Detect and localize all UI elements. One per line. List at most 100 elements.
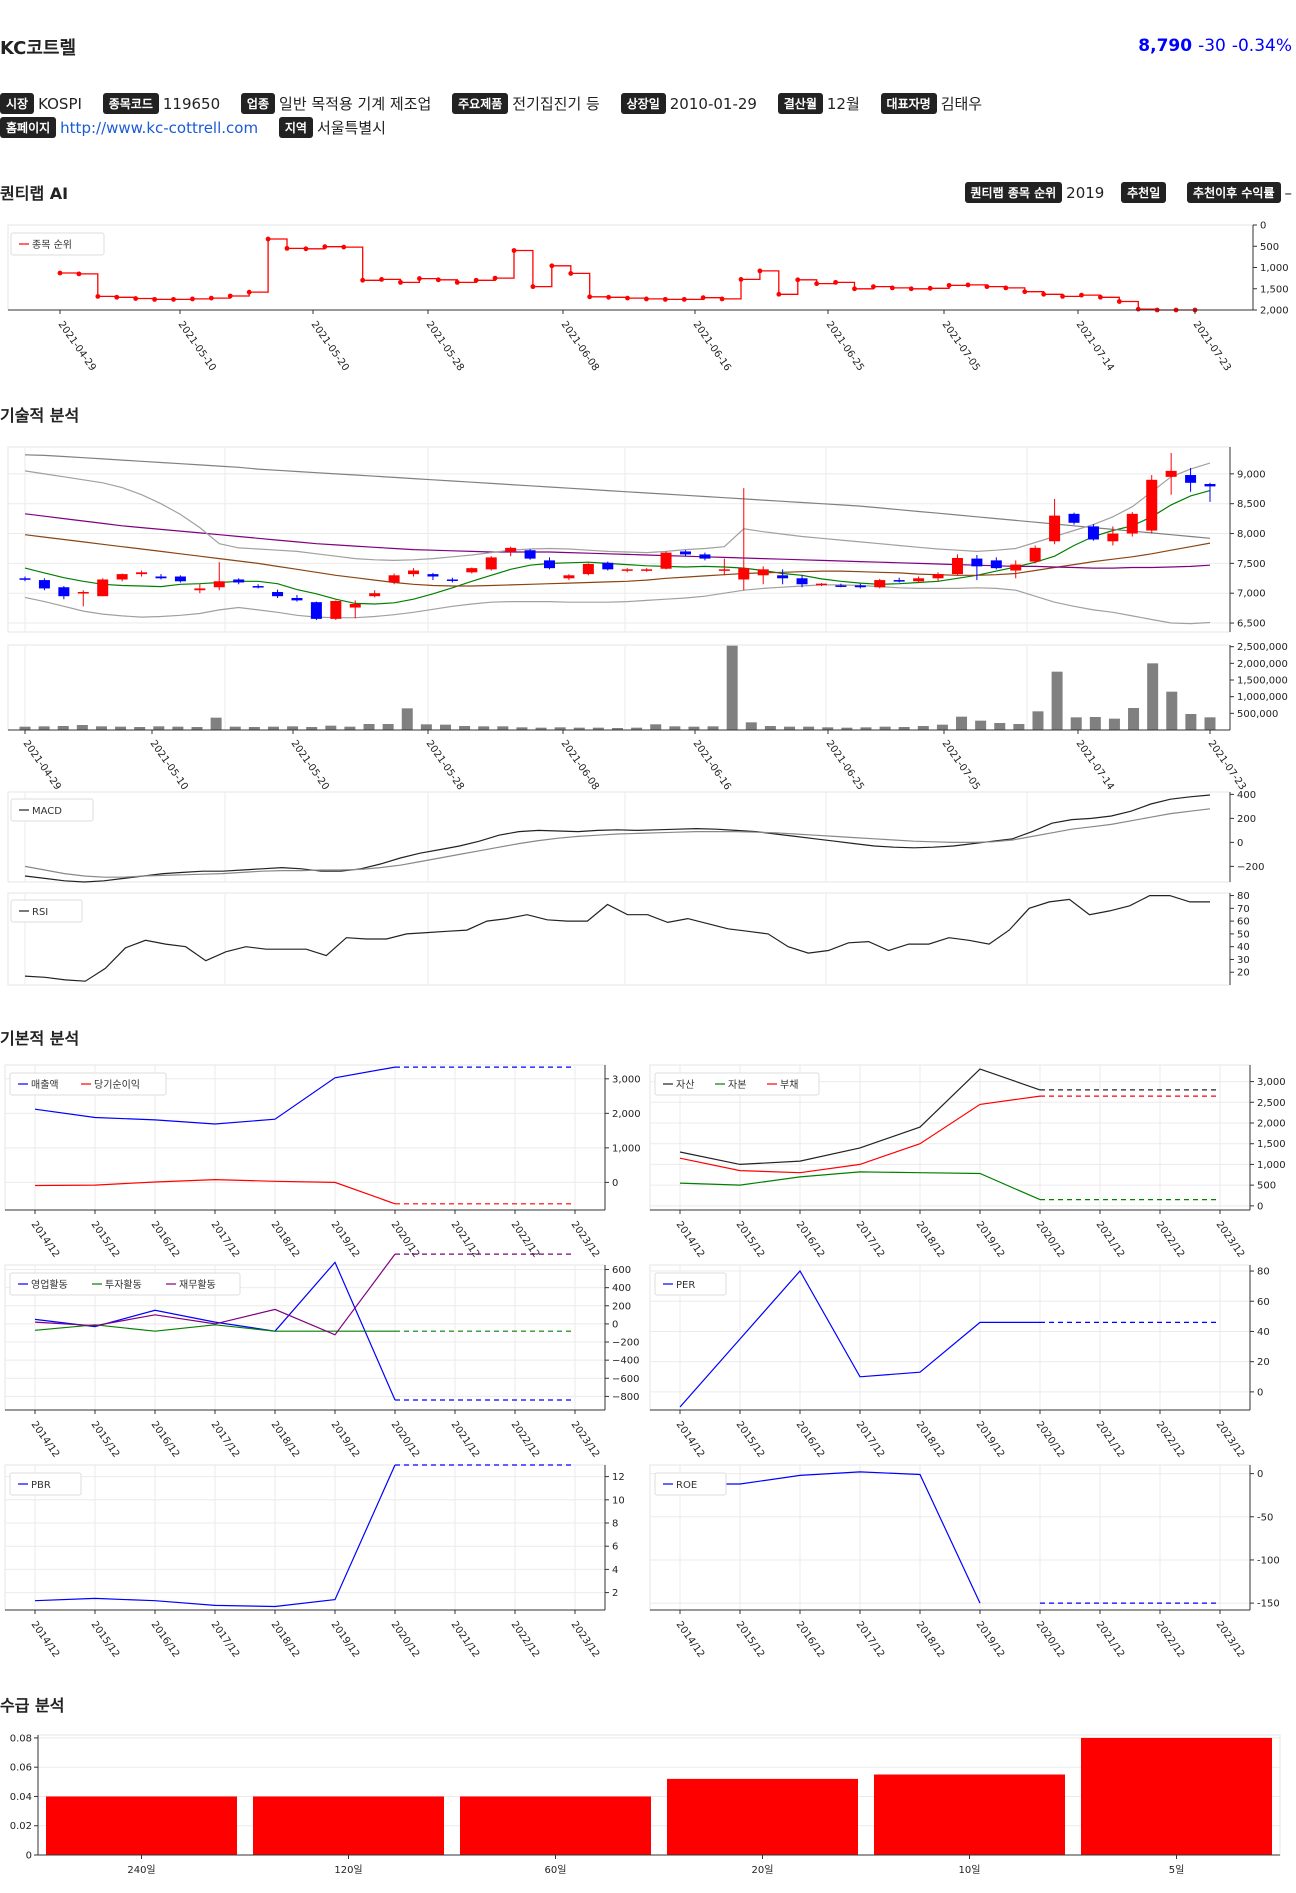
rank-point (208, 295, 214, 301)
price-tick-label: 6,500 (1237, 619, 1266, 630)
volume-bar (363, 724, 375, 730)
candle-body (815, 583, 827, 586)
candle-body (505, 547, 517, 552)
volume-x-label: 2021-07-23 (1206, 738, 1248, 792)
rank-x-label: 2021-06-08 (559, 319, 601, 373)
balance-x-label: 2021/12 (1094, 1219, 1127, 1259)
candle-body (38, 580, 50, 589)
candle-body (291, 597, 303, 601)
price-tick-label: 8,000 (1237, 529, 1266, 540)
rank-point (360, 277, 366, 283)
rank-point (871, 284, 876, 290)
sales-x-label: 2018/12 (269, 1219, 302, 1259)
balance-x-label: 2023/12 (1214, 1219, 1247, 1259)
roe-x-label: 2017/12 (854, 1619, 887, 1659)
rank-x-label: 2021-05-10 (176, 319, 218, 373)
volume-bar (287, 726, 299, 730)
volume-bar (994, 723, 1006, 730)
balance-tick-label: 3,000 (1257, 1077, 1286, 1088)
industry-value: 일반 목적용 기계 제조업 (279, 95, 432, 113)
roe-tick-label: -150 (1257, 1599, 1280, 1610)
rank-x-label: 2021-04-29 (56, 319, 98, 373)
rank-frame (7, 224, 1254, 311)
rank-point (398, 279, 403, 285)
rsi-tick-label: 50 (1237, 929, 1250, 940)
volume-bar (306, 727, 318, 730)
info-row-2: 홈페이지 http://www.kc-cottrell.com 지역 서울특별시 (0, 117, 402, 138)
per-tick-label: 0 (1257, 1387, 1263, 1398)
volume-bar (382, 724, 394, 730)
volume-bar (57, 726, 69, 730)
rank-point (681, 296, 687, 302)
volume-bar (401, 708, 413, 730)
volume-bar (1204, 717, 1216, 730)
homepage-link[interactable]: http://www.kc-cottrell.com (60, 119, 259, 137)
flow-bar (46, 1796, 237, 1855)
candle-body (1010, 564, 1022, 571)
rank-point (76, 271, 82, 277)
per-legend-label: PER (676, 1280, 695, 1291)
balance-x-label: 2017/12 (854, 1219, 887, 1259)
cashflow-tick-label: −800 (612, 1392, 639, 1403)
candle-body (1087, 526, 1099, 540)
volume-bar (726, 645, 738, 730)
rank-point (965, 282, 971, 288)
candle-body (1126, 513, 1138, 534)
candle-body (602, 562, 614, 570)
volume-bar (975, 720, 987, 730)
pbr-x-label: 2021/12 (449, 1619, 482, 1659)
rank-point (454, 279, 460, 285)
roe-x-label: 2022/12 (1154, 1619, 1187, 1659)
roe-x-label: 2015/12 (734, 1619, 767, 1659)
candle-body (427, 574, 439, 577)
cashflow-tick-label: −200 (612, 1338, 639, 1349)
volume-x-label: 2021-06-25 (824, 738, 866, 792)
volume-tick-label: 500,000 (1237, 709, 1278, 720)
candle-body (699, 554, 711, 559)
candle-body (233, 579, 245, 583)
price-tick-label: 8,500 (1237, 499, 1266, 510)
volume-bar (115, 726, 127, 730)
volume-x-label: 2021-06-16 (691, 738, 733, 792)
candle-body (1068, 513, 1080, 523)
volume-bar (248, 727, 260, 730)
volume-bar (650, 724, 662, 730)
rank-legend-label: 종목 순위 (32, 238, 72, 251)
rank-point (152, 296, 157, 302)
rank-point (1060, 294, 1065, 299)
roe-x-label: 2014/12 (674, 1619, 707, 1659)
candle-body (252, 586, 264, 588)
candle-body (544, 560, 556, 569)
volume-bar (573, 727, 585, 730)
candle-body (582, 563, 594, 575)
roe-x-label: 2020/12 (1034, 1619, 1067, 1659)
rank-point (492, 275, 498, 281)
roe-x-label: 2023/12 (1214, 1619, 1247, 1659)
pbr-x-label: 2017/12 (209, 1619, 242, 1659)
rank-point (114, 294, 120, 300)
volume-bar (898, 727, 910, 730)
rank-point (889, 285, 895, 291)
rsi-line (24, 894, 1210, 982)
candle-body (485, 557, 497, 570)
cashflow-x-label: 2014/12 (29, 1419, 62, 1459)
volume-bar (784, 726, 796, 730)
candle-body (757, 569, 769, 576)
sales-series-line (34, 1178, 396, 1205)
volume-bar (478, 726, 490, 730)
pbr-x-label: 2022/12 (509, 1619, 542, 1659)
volume-bar (439, 724, 451, 730)
candle-body (19, 578, 31, 580)
candle-body (738, 568, 750, 580)
rank-point (927, 285, 933, 291)
candle-body (213, 581, 225, 588)
balance-tick-label: 500 (1257, 1181, 1276, 1192)
cashflow-x-label: 2020/12 (389, 1419, 422, 1459)
pbr-legend-label: PBR (31, 1480, 51, 1491)
balance-series-line (679, 1095, 1041, 1174)
volume-bar (1108, 718, 1120, 730)
volume-x-label: 2021-07-05 (940, 738, 982, 792)
volume-tick-label: 1,000,000 (1237, 692, 1288, 703)
volume-x-label: 2021-06-08 (559, 738, 601, 792)
per-x-label: 2023/12 (1214, 1419, 1247, 1459)
